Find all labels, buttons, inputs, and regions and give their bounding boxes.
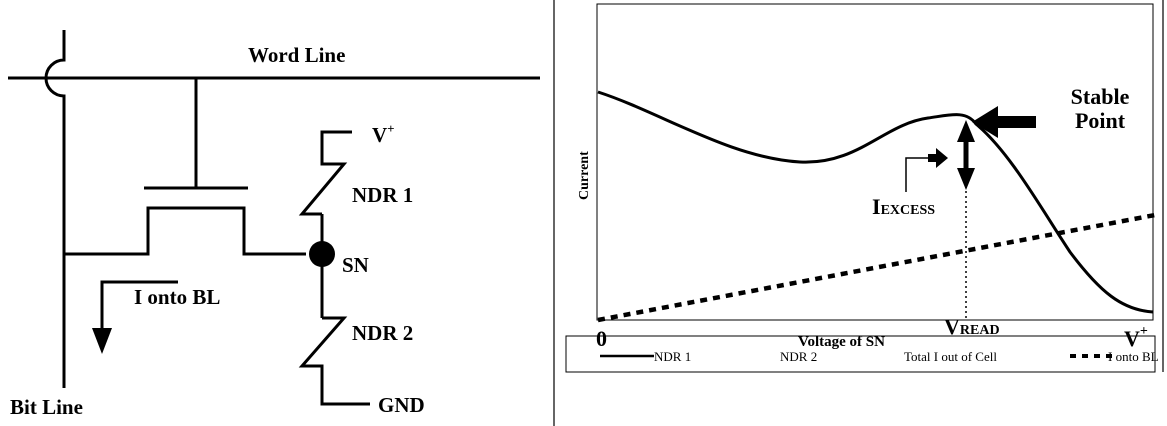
i-excess-pointer-head bbox=[936, 148, 948, 168]
vplus-label: V+ bbox=[372, 121, 395, 147]
bit-line-wire bbox=[44, 30, 66, 388]
legend-ndr1-label: NDR 1 bbox=[654, 349, 691, 364]
plot-area bbox=[596, 3, 1154, 321]
legend: NDR 1 NDR 2 Total I out of Cell I onto B… bbox=[600, 349, 1159, 364]
x-axis-label: Voltage of SN bbox=[798, 334, 885, 350]
stable-point-label-line1: Stable bbox=[1071, 84, 1130, 109]
storage-node-dot bbox=[309, 241, 335, 267]
word-line-label: Word Line bbox=[248, 43, 345, 67]
stable-point-arrow-shaft bbox=[996, 116, 1036, 128]
bit-line-label: Bit Line bbox=[10, 395, 83, 419]
ndr1-curve bbox=[597, 90, 1154, 314]
y-axis-label: Current bbox=[577, 151, 592, 200]
i-onto-bl-label: I onto BL bbox=[134, 285, 220, 309]
gnd-label: GND bbox=[378, 393, 425, 417]
i-onto-bl-arrowhead bbox=[92, 328, 112, 354]
legend-total-label: Total I out of Cell bbox=[904, 349, 997, 364]
i-excess-arrowhead-down bbox=[957, 168, 975, 190]
ndr1-label: NDR 1 bbox=[352, 183, 413, 207]
ndr2-label: NDR 2 bbox=[352, 321, 413, 345]
legend-ndr2-label: NDR 2 bbox=[780, 349, 817, 364]
sn-label: SN bbox=[342, 253, 369, 277]
ndr2-element bbox=[298, 316, 370, 406]
x-start-label: 0 bbox=[596, 326, 607, 351]
i-excess-pointer bbox=[905, 157, 930, 192]
i-excess-pointer-shaft bbox=[928, 154, 938, 162]
ndr1-element bbox=[298, 130, 352, 216]
i-onto-bl-wire bbox=[100, 280, 178, 330]
i-onto-bl-curve bbox=[597, 212, 1156, 323]
legend-box bbox=[565, 335, 1156, 373]
legend-i-onto-bl-label: I onto BL bbox=[1108, 349, 1159, 364]
i-excess-arrowhead-up bbox=[957, 120, 975, 142]
x-end-label: V+ bbox=[1124, 324, 1148, 351]
i-excess-label: IEXCESS bbox=[872, 194, 935, 219]
circuit-schematic bbox=[8, 30, 540, 406]
stable-point-arrowhead bbox=[972, 106, 998, 138]
stable-point-label-line2: Point bbox=[1075, 108, 1126, 133]
v-read-label: VREAD bbox=[944, 314, 1000, 339]
transistor-channel bbox=[64, 206, 306, 256]
